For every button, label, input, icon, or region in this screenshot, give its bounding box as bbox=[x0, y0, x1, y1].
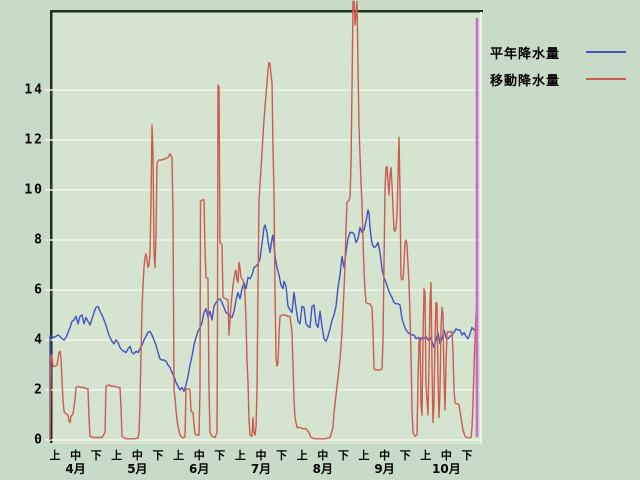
y-axis-label-0: 0 bbox=[34, 432, 44, 448]
month-label-6月: 6月 bbox=[189, 462, 210, 476]
month-label-5月: 5月 bbox=[127, 462, 148, 476]
legend-label-moving-precip: 移動降水量 bbox=[490, 73, 561, 89]
x-tick-label-20: 下 bbox=[461, 449, 473, 462]
y-axis-label-6: 6 bbox=[34, 282, 44, 298]
legend-line-sample-red bbox=[586, 78, 626, 80]
legend-line-sample-blue bbox=[586, 51, 626, 53]
x-tick-label-17: 下 bbox=[399, 449, 411, 462]
x-tick-label-8: 下 bbox=[214, 449, 226, 462]
x-tick-label-12: 上 bbox=[296, 449, 308, 462]
y-axis-label-2: 2 bbox=[34, 382, 44, 398]
x-tick-label-9: 上 bbox=[234, 449, 246, 462]
x-tick-label-13: 中 bbox=[317, 449, 329, 462]
legend-label-normal-precip: 平年降水量 bbox=[490, 46, 561, 62]
x-tick-label-6: 上 bbox=[173, 449, 185, 462]
plot-border-left bbox=[50, 10, 53, 443]
legend-item-normal-precip: 平年降水量 bbox=[490, 42, 626, 62]
x-tick-label-10: 中 bbox=[255, 449, 267, 462]
y-axis-label-12: 12 bbox=[24, 132, 44, 148]
x-tick-label-7: 中 bbox=[193, 449, 205, 462]
month-label-10月: 10月 bbox=[432, 462, 461, 476]
normal-precip-line bbox=[49, 209, 478, 440]
x-tick-label-2: 下 bbox=[90, 449, 102, 462]
y-axis-label-8: 8 bbox=[34, 232, 44, 248]
x-tick-label-11: 下 bbox=[276, 449, 288, 462]
x-tick-label-1: 中 bbox=[70, 449, 82, 462]
x-tick-label-18: 上 bbox=[420, 449, 432, 462]
y-axis-label-10: 10 bbox=[24, 182, 44, 198]
legend-item-moving-precip: 移動降水量 bbox=[490, 69, 626, 89]
y-axis-label-14: 14 bbox=[24, 82, 44, 98]
y-axis-label-4: 4 bbox=[34, 332, 44, 348]
x-tick-label-16: 中 bbox=[379, 449, 391, 462]
x-tick-label-19: 中 bbox=[440, 449, 452, 462]
x-tick-label-4: 中 bbox=[131, 449, 143, 462]
month-label-4月: 4月 bbox=[65, 462, 86, 476]
month-label-9月: 9月 bbox=[374, 462, 395, 476]
x-tick-label-5: 下 bbox=[152, 449, 164, 462]
x-tick-label-0: 上 bbox=[49, 449, 61, 462]
plot-border-top bbox=[50, 10, 483, 13]
month-label-7月: 7月 bbox=[250, 462, 272, 476]
chart-legend: 平年降水量 移動降水量 bbox=[490, 42, 626, 96]
month-label-8月: 8月 bbox=[312, 462, 333, 476]
x-tick-label-15: 上 bbox=[358, 449, 370, 462]
moving-precip-line bbox=[49, 0, 478, 441]
x-tick-label-3: 上 bbox=[111, 449, 123, 462]
x-tick-label-14: 下 bbox=[337, 449, 349, 462]
